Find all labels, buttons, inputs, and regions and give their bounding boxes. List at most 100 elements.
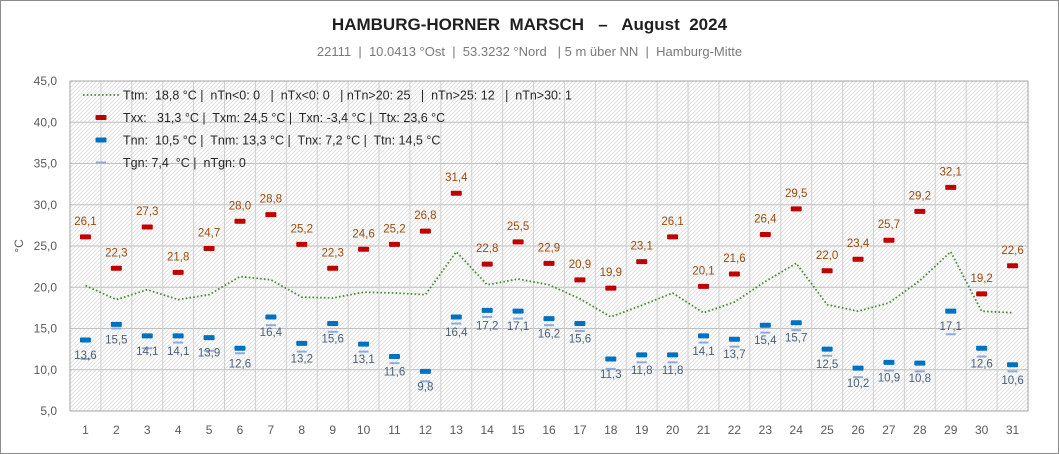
tn-data-label: 10,9 <box>878 372 900 384</box>
tn-marker <box>636 352 648 358</box>
tg-marker <box>1007 370 1018 373</box>
tx-marker <box>976 291 988 297</box>
tg-marker <box>914 370 925 373</box>
tn-data-label: 16,2 <box>538 329 560 341</box>
tx-marker <box>574 277 586 283</box>
x-tick-label: 5 <box>206 423 213 437</box>
ttm-line <box>85 250 1013 318</box>
x-tick-label: 22 <box>728 423 742 437</box>
tx-marker <box>388 241 400 247</box>
tn-marker <box>388 354 400 360</box>
data-labels: 26,1 22,3 27,3 21,8 24,7 28,0 28,8 25,2 22,3 24,6… <box>74 166 1023 393</box>
tn-data-label: 15,5 <box>105 334 127 346</box>
plot-border <box>69 80 1029 412</box>
x-tick-label: 29 <box>944 423 958 437</box>
tx-marker <box>450 190 462 196</box>
x-tick-label: 2 <box>113 423 120 437</box>
tx-data-label: 19,2 <box>970 273 992 285</box>
tg-marker <box>234 352 245 355</box>
tn-data-label: 17,1 <box>507 321 529 333</box>
tn-data-label: 14,1 <box>136 346 158 358</box>
tg-marker <box>544 324 554 327</box>
tx-marker <box>141 224 153 230</box>
tx-marker <box>605 285 617 291</box>
tg-marker <box>605 367 616 370</box>
tn-data-label: 14,1 <box>167 346 189 358</box>
tx-marker <box>728 271 740 277</box>
x-tick-label: 28 <box>913 423 927 437</box>
tx-marker <box>759 231 771 237</box>
tn-data-label: 15,4 <box>754 335 777 347</box>
tx-marker <box>1007 263 1019 269</box>
x-tick-label: 18 <box>604 423 618 437</box>
tn-marker <box>1007 362 1019 368</box>
tn-marker <box>234 345 246 351</box>
tx-marker <box>667 234 679 240</box>
x-tick-label: 6 <box>237 423 244 437</box>
tg-marker <box>513 317 524 320</box>
tx-data-label: 21,8 <box>167 251 189 263</box>
tg-marker <box>327 330 338 333</box>
tg-marker <box>945 333 956 336</box>
tx-data-label: 27,3 <box>136 206 158 218</box>
tg-marker <box>142 347 153 350</box>
series-ttm <box>85 250 1013 318</box>
tn-data-label: 15,6 <box>569 334 591 346</box>
y-tick-label: 45,0 <box>34 74 58 88</box>
legend: Ttm: 18,8 °C | nTn<0: 0 | nTx<0: 0 | nTn… <box>83 89 572 170</box>
tn-data-label: 15,7 <box>785 333 807 345</box>
tn-marker <box>543 316 555 322</box>
series-markers <box>79 184 1019 383</box>
tn-data-label: 16,4 <box>445 327 468 339</box>
tn-marker <box>883 359 895 365</box>
tx-data-label: 23,4 <box>847 238 870 250</box>
tx-data-label: 21,6 <box>723 253 745 265</box>
tn-data-label: 12,5 <box>816 359 838 371</box>
tx-marker <box>79 234 91 240</box>
tx-marker <box>914 208 926 214</box>
tx-data-label: 26,4 <box>754 213 777 225</box>
tn-data-label: 10,8 <box>909 373 931 385</box>
tn-marker <box>759 322 771 328</box>
tn-data-label: 12,6 <box>229 358 251 370</box>
y-tick-label: 30,0 <box>34 198 58 212</box>
tn-marker <box>790 320 802 326</box>
y-tick-label: 40,0 <box>34 115 58 129</box>
tn-marker <box>419 368 431 374</box>
tx-marker <box>821 268 833 274</box>
tx-data-label: 29,5 <box>785 188 807 200</box>
tn-data-label: 13,1 <box>352 354 374 366</box>
tx-marker <box>358 246 370 252</box>
y-tick-label: 5,0 <box>40 404 57 418</box>
tg-marker <box>204 349 215 352</box>
x-tick-label: 19 <box>635 423 649 437</box>
tx-marker <box>327 265 339 271</box>
tx-data-label: 24,7 <box>198 227 220 239</box>
tn-marker <box>172 333 184 339</box>
x-tick-label: 26 <box>851 423 865 437</box>
tn-data-label: 13,2 <box>291 353 313 365</box>
y-tick-label: 20,0 <box>34 280 58 294</box>
tx-data-label: 19,9 <box>600 267 622 279</box>
tn-marker <box>265 314 277 320</box>
legend-text-tx: Txx: 31,3 °C | Txm: 24,5 °C | Txn: -3,4 … <box>123 111 445 125</box>
tn-marker <box>110 321 122 327</box>
tg-marker <box>791 329 802 332</box>
tx-marker <box>234 218 246 224</box>
tg-marker <box>574 329 585 332</box>
x-tick-label: 12 <box>419 423 433 437</box>
tg-marker <box>482 315 493 318</box>
tg-marker <box>667 361 678 364</box>
x-tick-label: 20 <box>666 423 680 437</box>
tx-data-label: 22,8 <box>476 243 498 255</box>
tx-marker <box>790 206 802 212</box>
tg-marker <box>451 322 462 325</box>
chart-subtitle: 22111 | 10.0413 °Ost | 53.3232 °Nord | 5… <box>316 44 743 59</box>
x-tick-label: 11 <box>388 423 401 437</box>
tx-data-label: 25,5 <box>507 221 529 233</box>
x-tick-label: 9 <box>329 423 336 437</box>
x-tick-label: 8 <box>298 423 305 437</box>
tg-marker <box>111 327 122 330</box>
x-tick-label: 14 <box>481 423 495 437</box>
x-tick-label: 27 <box>882 423 896 437</box>
